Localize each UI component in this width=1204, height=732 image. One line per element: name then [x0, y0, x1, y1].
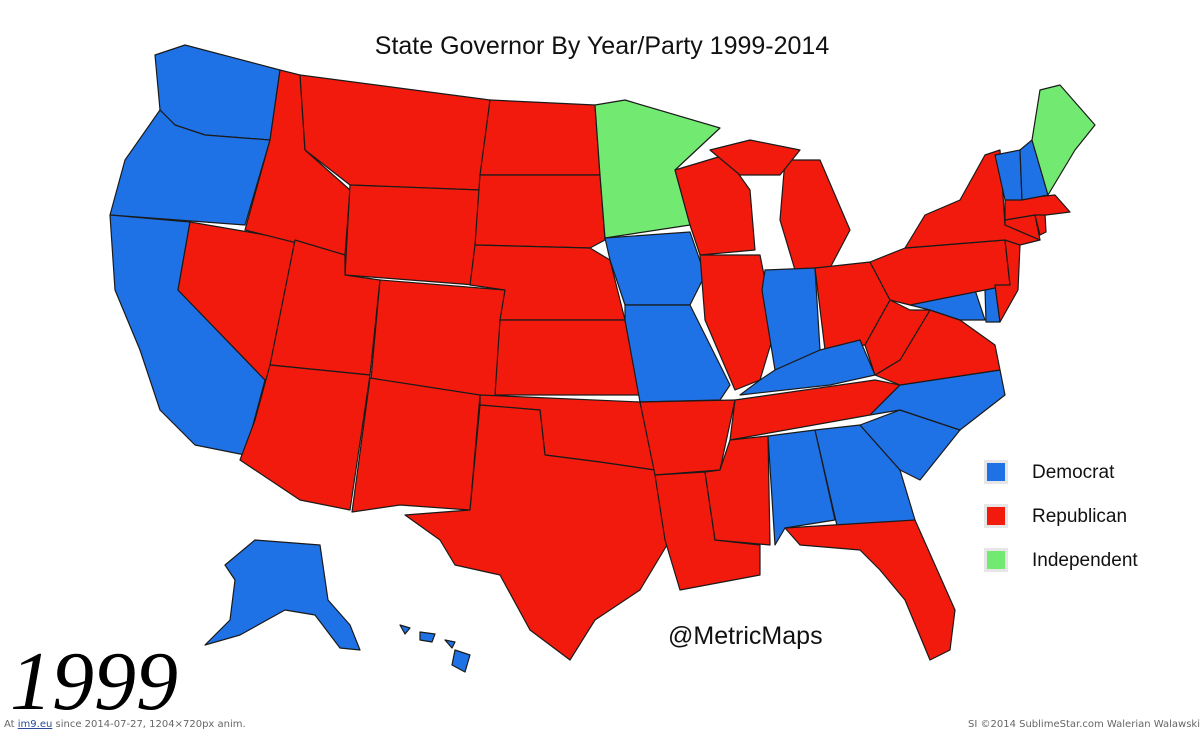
author-handle: @MetricMaps: [668, 622, 823, 650]
state-georgia: [814, 424, 916, 531]
state-michigan-upper: [709, 139, 801, 176]
legend-item-republican: Republican: [984, 504, 1184, 548]
legend-label-independent: Independent: [1032, 550, 1138, 571]
state-florida: [784, 519, 956, 661]
map-title: State Governor By Year/Party 1999-2014: [374, 32, 830, 60]
state-iowa: [604, 231, 706, 306]
legend-swatch-democrat: [984, 460, 1008, 484]
state-massachusetts: [1004, 194, 1071, 221]
state-arizona: [239, 364, 371, 511]
state-arkansas: [639, 399, 736, 476]
legend-swatch-republican: [984, 504, 1008, 528]
footer-suffix: since 2014-07-27, 1204×720px anim.: [55, 719, 246, 730]
footer-prefix: At: [4, 719, 15, 730]
footer-right: SI ©2014 SublimeStar.com Walerian Walaws…: [968, 719, 1200, 730]
state-texas: [404, 404, 671, 661]
year-label: 1999: [10, 635, 178, 728]
state-north-dakota: [479, 99, 601, 176]
legend: Democrat Republican Independent: [984, 460, 1184, 592]
state-south-dakota: [474, 174, 606, 249]
state-kansas: [494, 319, 641, 396]
state-michigan: [779, 159, 851, 271]
state-oregon: [109, 109, 271, 226]
state-alaska: [204, 539, 361, 651]
state-new-mexico: [351, 377, 481, 513]
footer-left: At im9.eu since 2014-07-27, 1204×720px a…: [4, 719, 246, 730]
state-wyoming: [344, 184, 481, 286]
legend-item-democrat: Democrat: [984, 460, 1184, 504]
state-alabama: [767, 429, 836, 546]
state-south-carolina: [859, 409, 961, 481]
legend-swatch-independent: [984, 548, 1008, 572]
state-kentucky: [739, 339, 876, 396]
legend-label-democrat: Democrat: [1032, 462, 1115, 483]
state-hawaii: [399, 624, 471, 673]
legend-item-independent: Independent: [984, 548, 1184, 592]
footer-link[interactable]: im9.eu: [17, 719, 53, 730]
legend-label-republican: Republican: [1032, 506, 1128, 527]
state-maine: [1031, 84, 1096, 196]
